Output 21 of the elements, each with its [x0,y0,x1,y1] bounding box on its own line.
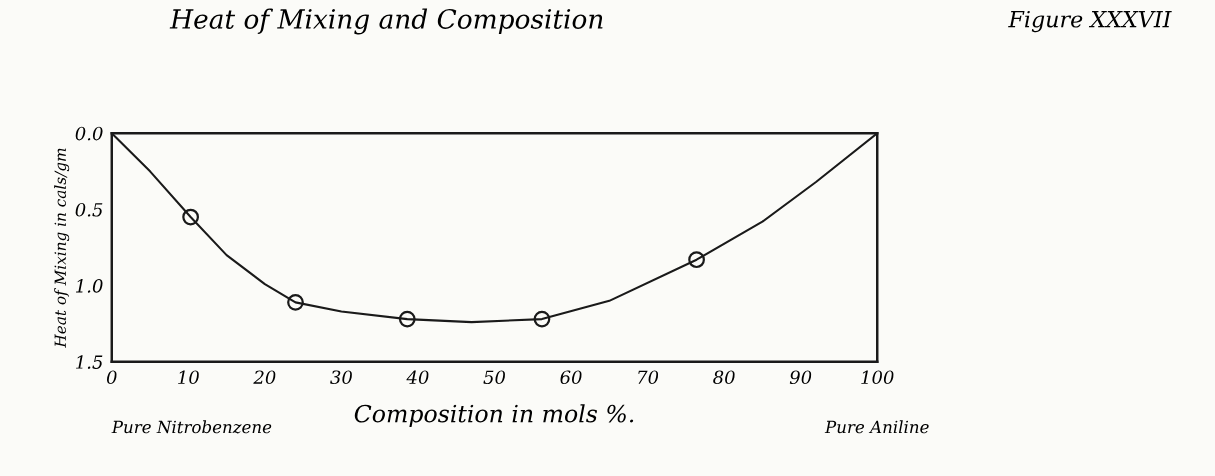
y-tick-label: 0.5 [75,202,103,217]
x-tick-label: 30 [330,370,352,385]
y-tick-label: 1.5 [75,355,103,369]
x-tick-label: 50 [483,370,506,385]
x-tick-label: 60 [560,370,582,385]
x-tick-label: 100 [861,370,894,385]
x-tick-label: 20 [253,370,276,385]
y-axis-title: Heat of Mixing in cals/gm [54,148,70,348]
x-tick-label: 90 [789,370,812,385]
text: Pure Nitrobenzene [111,420,272,434]
x-tick-label: 40 [406,370,429,385]
y-tick-label: 1.0 [75,279,103,293]
x-axis-title: Composition in mols %. [354,404,634,428]
text: Figure XXXVII [1008,10,1172,33]
text: Pure Aniline [824,420,929,434]
x-tick-label: 0 [106,370,117,385]
x-tick-label: 80 [713,370,735,385]
x-tick-label: 10 [178,370,199,385]
y-tick-label: 0.0 [75,126,103,141]
chart-title: Heat of Mixing and Composition [169,8,603,35]
x-tick-label: 70 [638,370,659,385]
